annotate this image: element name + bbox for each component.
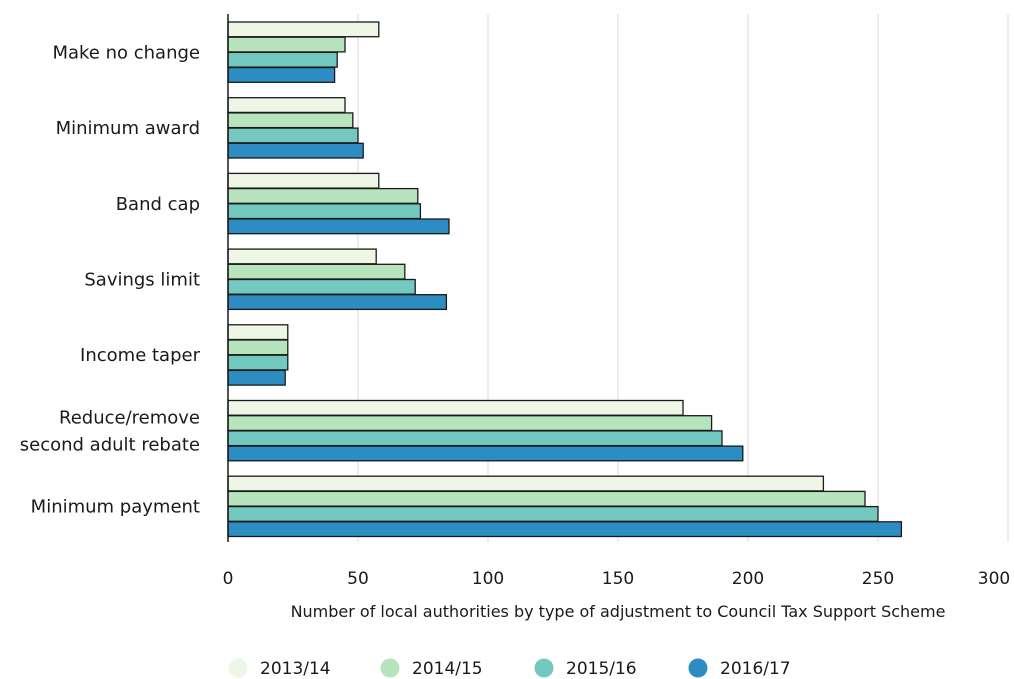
x-axis-title: Number of local authorities by type of a… [291, 602, 946, 621]
bar [227, 430, 723, 447]
legend-marker [380, 658, 400, 678]
category-label: Minimum award [56, 118, 200, 139]
gridlines [357, 14, 1009, 542]
bar [227, 399, 684, 416]
category-label: Income taper [80, 345, 201, 366]
bar [227, 36, 346, 53]
legend-marker [534, 658, 554, 678]
bar [227, 66, 336, 83]
bar [227, 324, 289, 341]
x-tick-label: 200 [732, 569, 764, 589]
category-label: Minimum payment [31, 497, 200, 518]
bar [227, 187, 419, 204]
x-tick-label: 100 [472, 569, 504, 589]
category-label: Make no change [52, 42, 200, 63]
bar [227, 521, 903, 538]
category-label: Savings limit [84, 270, 200, 291]
bar [227, 475, 825, 492]
x-tick-label: 300 [978, 569, 1010, 589]
bar [227, 505, 879, 522]
legend-marker [228, 658, 248, 678]
bar [227, 21, 380, 38]
category-label: Reduce/remove [59, 407, 200, 428]
bar [227, 218, 450, 235]
legend-label: 2013/14 [260, 659, 331, 679]
bar [227, 112, 354, 129]
bar [227, 172, 380, 189]
bar [227, 339, 289, 356]
x-tick-labels: 0 50 100 150 200 250 300 [223, 569, 1011, 589]
legend-label: 2016/17 [720, 659, 791, 679]
bar [227, 203, 422, 220]
category-label: second adult rebate [20, 434, 200, 455]
bar [227, 97, 346, 114]
legend-marker [688, 658, 708, 678]
legend-label: 2015/16 [566, 659, 637, 679]
bar [227, 415, 713, 432]
x-tick-label: 50 [347, 569, 369, 589]
bar [227, 369, 286, 386]
category-labels: Make no change Minimum award Band cap Savin… [20, 42, 201, 517]
bar [227, 51, 338, 68]
bar [227, 248, 377, 265]
x-tick-label: 0 [223, 569, 234, 589]
bar [227, 294, 448, 311]
bar [227, 263, 406, 280]
bar [227, 278, 416, 295]
bar [227, 127, 359, 144]
bars [227, 21, 903, 538]
category-label: Band cap [116, 194, 200, 215]
bar [227, 445, 744, 462]
x-tick-label: 150 [602, 569, 634, 589]
bar [227, 354, 289, 371]
legend: 2013/14 2014/15 2015/16 2016/17 [228, 658, 791, 679]
bar [227, 142, 364, 159]
legend-label: 2014/15 [412, 659, 483, 679]
bar [227, 490, 866, 507]
x-tick-label: 250 [862, 569, 894, 589]
